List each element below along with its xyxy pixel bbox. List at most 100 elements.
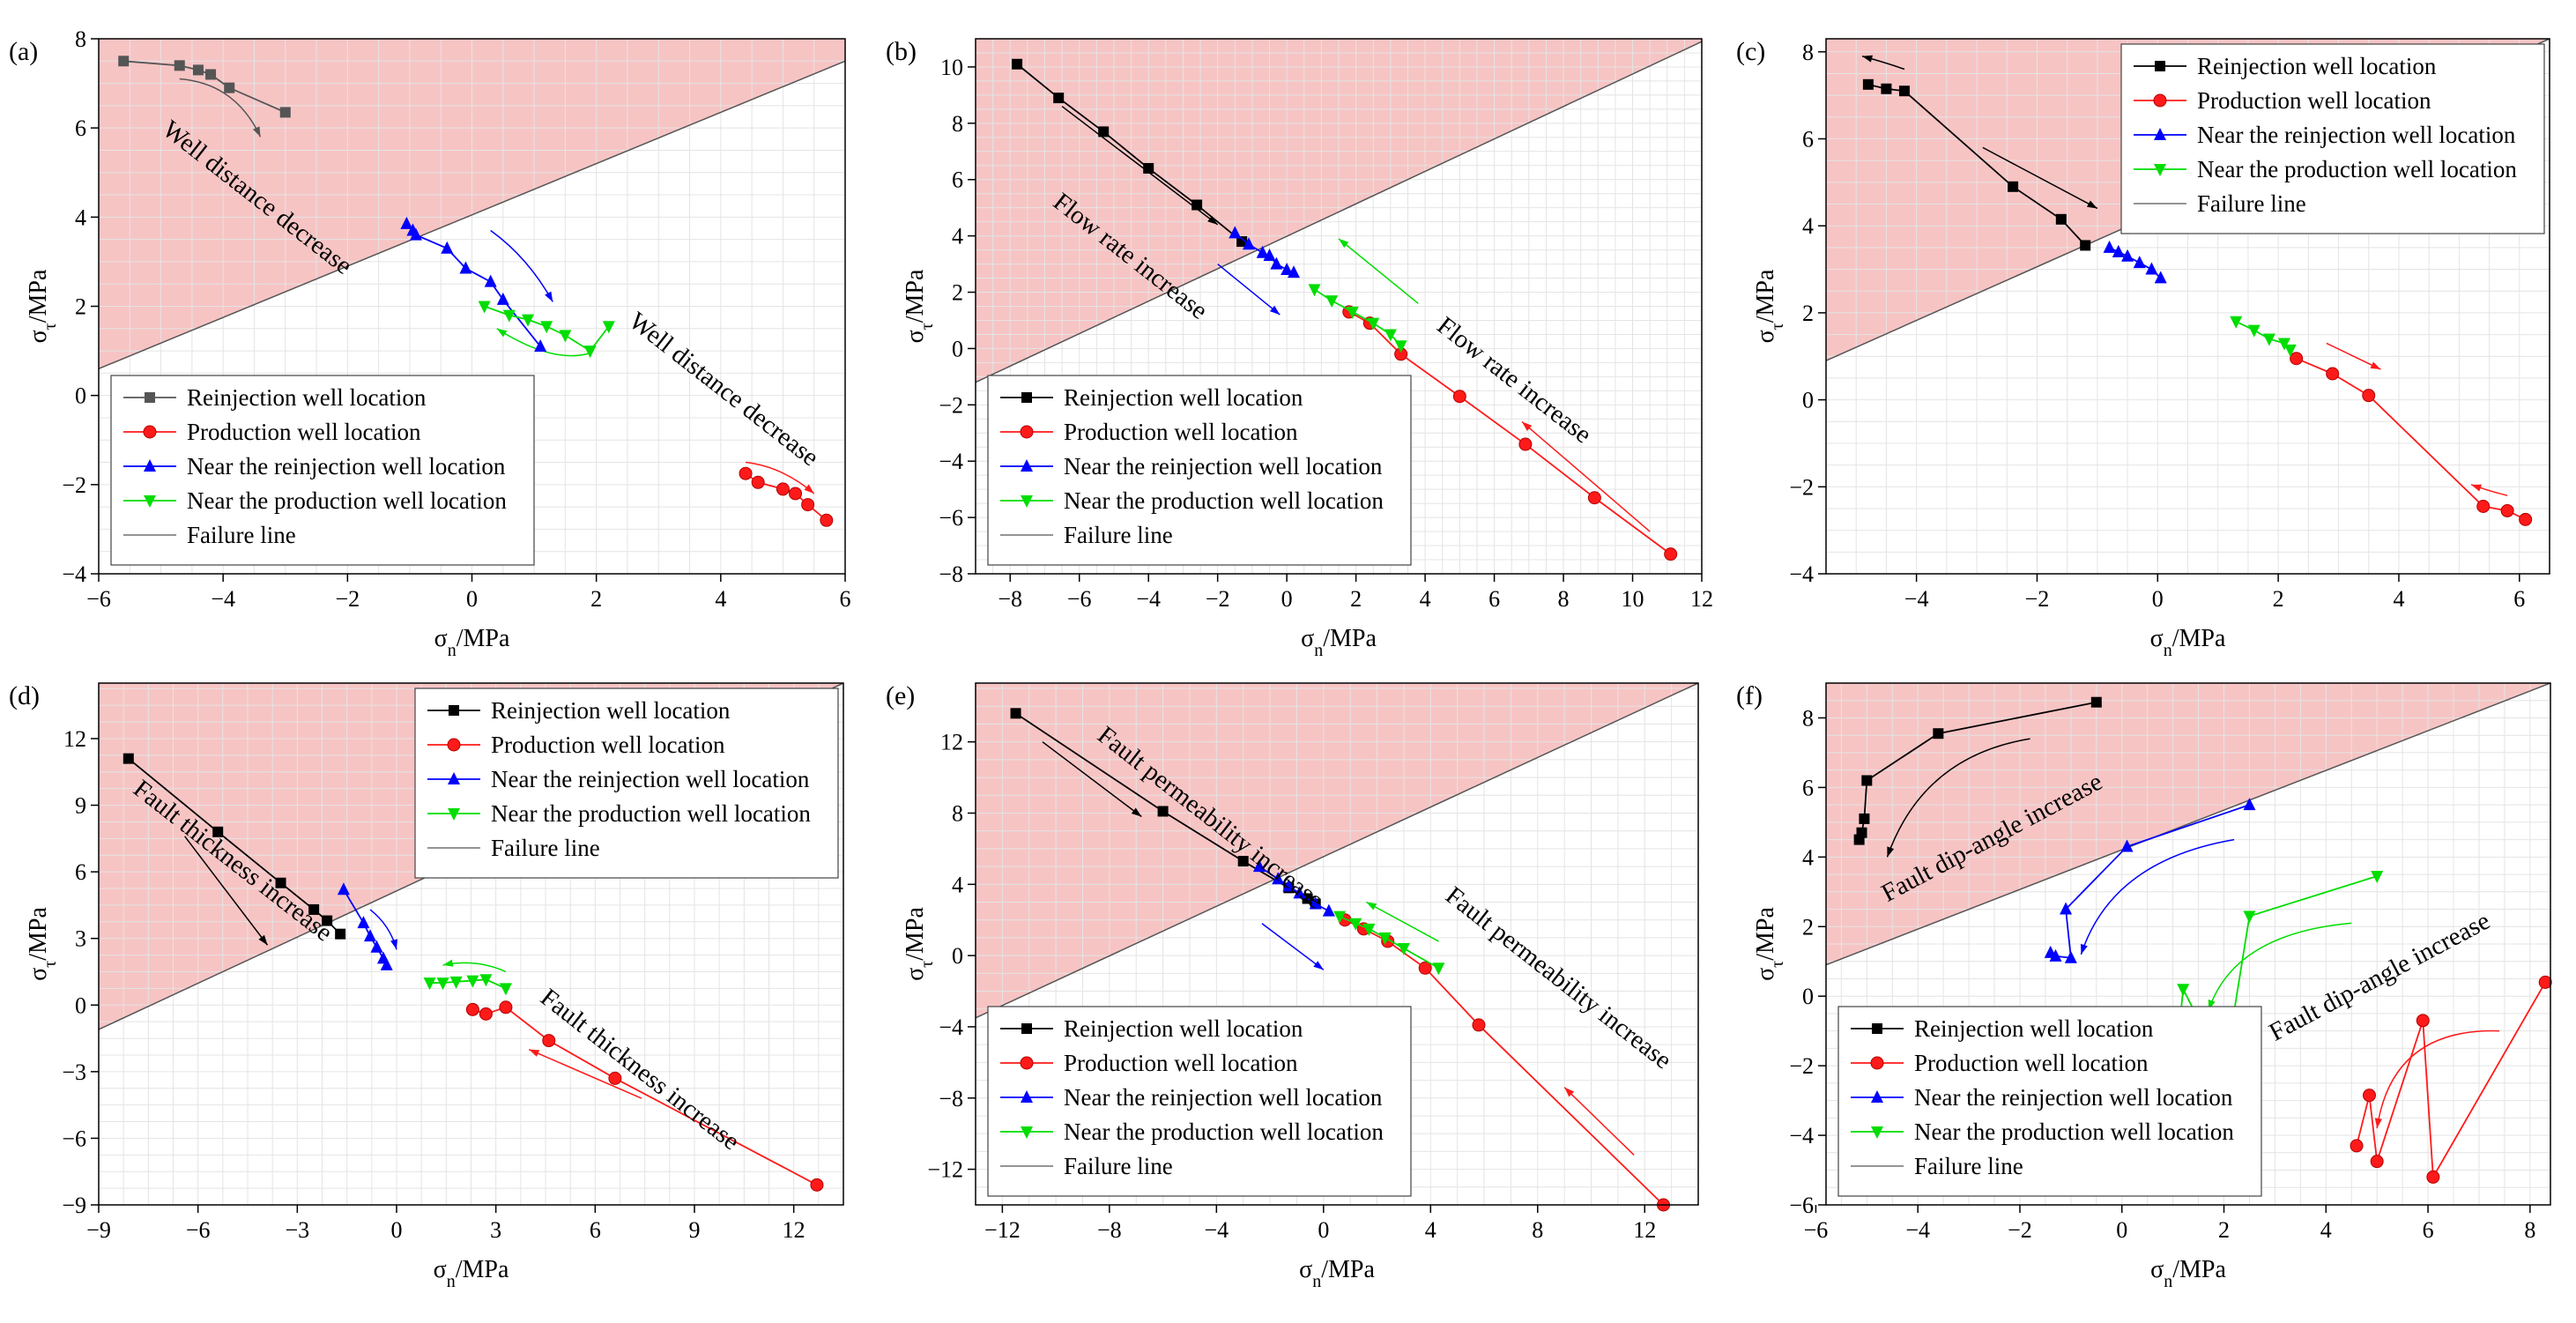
production-marker — [2363, 1089, 2376, 1103]
legend-box — [1837, 1006, 2262, 1197]
production-marker — [2290, 352, 2304, 366]
y-tick-label: −6 — [939, 505, 963, 531]
x-tick-label: −6 — [1067, 586, 1092, 612]
reinjection-marker — [1098, 126, 1110, 138]
legend-label-failure: Failure line — [1914, 1153, 2023, 1179]
legend-label-near-production: Near the production well location — [491, 800, 811, 827]
legend: Reinjection well location Production well… — [987, 375, 1412, 566]
y-tick-label: 0 — [952, 943, 963, 969]
near-production-marker — [1394, 340, 1407, 353]
x-tick-label: 6 — [2513, 586, 2525, 612]
y-tick-label: 9 — [75, 793, 86, 819]
axis-label: στ/MPa — [902, 269, 937, 343]
x-tick-label: 2 — [2218, 1217, 2230, 1243]
trend-arrow-head — [545, 291, 553, 302]
production-marker — [2416, 1014, 2430, 1028]
reinjection-marker — [2155, 61, 2165, 71]
y-tick-label: −9 — [62, 1193, 86, 1218]
production-marker — [499, 1000, 513, 1015]
failure-line — [976, 41, 1702, 383]
x-tick-label: −8 — [998, 586, 1022, 612]
near-reinjection-marker — [2049, 948, 2062, 962]
production-marker — [2362, 389, 2376, 403]
x-tick-label: 0 — [1281, 586, 1293, 612]
reinjection-marker — [1010, 708, 1021, 719]
x-tick-label: −4 — [1905, 1217, 1930, 1243]
series-line — [2356, 981, 2546, 1180]
near-reinjection-marker — [400, 216, 413, 229]
near-reinjection-marker — [1309, 896, 1322, 910]
series-reinjection — [1012, 58, 1248, 248]
legend-box — [2120, 43, 2545, 234]
axis-label: στ/MPa — [25, 907, 60, 981]
panel-label: (b) — [886, 37, 917, 66]
production-marker — [465, 1002, 479, 1016]
y-tick-label: −4 — [939, 1015, 963, 1040]
near-reinjection-marker — [2064, 950, 2077, 963]
x-tick-label: −4 — [211, 586, 235, 612]
near-reinjection-marker — [1256, 245, 1269, 258]
production-marker — [2350, 1139, 2364, 1153]
y-tick-label: 0 — [75, 992, 86, 1018]
legend-label-failure: Failure line — [491, 835, 600, 861]
reinjection-marker — [1862, 78, 1874, 90]
near-reinjection-marker — [357, 916, 370, 929]
near-production-marker — [559, 330, 572, 343]
x-tick-label: 12 — [1690, 586, 1713, 612]
production-marker — [447, 738, 461, 752]
panel-label: (d) — [9, 681, 40, 710]
reinjection-marker — [279, 107, 291, 118]
trend-arrow — [1982, 146, 2098, 210]
reinjection-marker — [275, 877, 286, 888]
trend-arrow-head — [2471, 484, 2483, 492]
x-tick-label: −12 — [984, 1217, 1021, 1243]
near-production-marker — [1308, 284, 1321, 297]
production-marker — [739, 466, 753, 480]
reinjection-marker — [174, 60, 185, 71]
trend-arrow-head — [258, 934, 268, 946]
near-reinjection-marker — [2154, 271, 2167, 284]
axis-label: στ/MPa — [1752, 907, 1787, 981]
legend-label-failure: Failure line — [187, 522, 296, 548]
production-marker — [2500, 503, 2514, 517]
near-reinjection-marker — [2145, 262, 2158, 275]
y-tick-label: 0 — [1802, 984, 1814, 1009]
trend-arrow-head — [2086, 200, 2097, 209]
y-tick-label: 0 — [75, 383, 86, 409]
y-tick-label: 6 — [75, 115, 86, 141]
near-reinjection-marker — [1263, 248, 1276, 261]
production-marker — [789, 487, 803, 501]
x-tick-label: 0 — [466, 586, 478, 612]
y-tick-label: 4 — [1802, 213, 1814, 239]
y-tick-label: 4 — [1802, 844, 1814, 870]
near-reinjection-marker — [1281, 262, 1294, 275]
legend: Reinjection well location Production well… — [987, 1006, 1412, 1197]
x-tick-label: 4 — [2320, 1217, 2332, 1243]
y-tick-label: 12 — [940, 730, 963, 755]
trend-arrow — [1521, 420, 1651, 532]
x-tick-label: 0 — [1318, 1217, 1329, 1243]
x-tick-label: 0 — [2152, 586, 2164, 612]
legend: Reinjection well location Production well… — [414, 688, 839, 879]
y-tick-label: 6 — [1802, 127, 1814, 152]
failure-line — [976, 683, 1698, 1019]
legend-label-near-production: Near the production well location — [2197, 156, 2517, 182]
reinjection-marker — [1859, 813, 1870, 824]
near-reinjection-marker — [496, 292, 509, 305]
legend-box — [987, 1006, 1412, 1197]
y-tick-label: 2 — [1802, 301, 1814, 326]
production-marker — [751, 475, 765, 489]
near-reinjection-marker — [2154, 128, 2166, 140]
y-tick-label: 12 — [63, 726, 86, 752]
series-near-reinjection — [1229, 226, 1300, 279]
near-production-marker — [1346, 306, 1359, 319]
series-reinjection — [118, 56, 291, 118]
x-tick-label: 8 — [1532, 1217, 1543, 1243]
near-production-marker — [1367, 317, 1380, 331]
legend-label-production: Production well location — [491, 732, 725, 758]
near-reinjection-marker — [2103, 240, 2116, 253]
production-marker — [2326, 367, 2340, 381]
near-reinjection-marker — [1287, 265, 1300, 279]
x-tick-label: 0 — [2116, 1217, 2127, 1243]
